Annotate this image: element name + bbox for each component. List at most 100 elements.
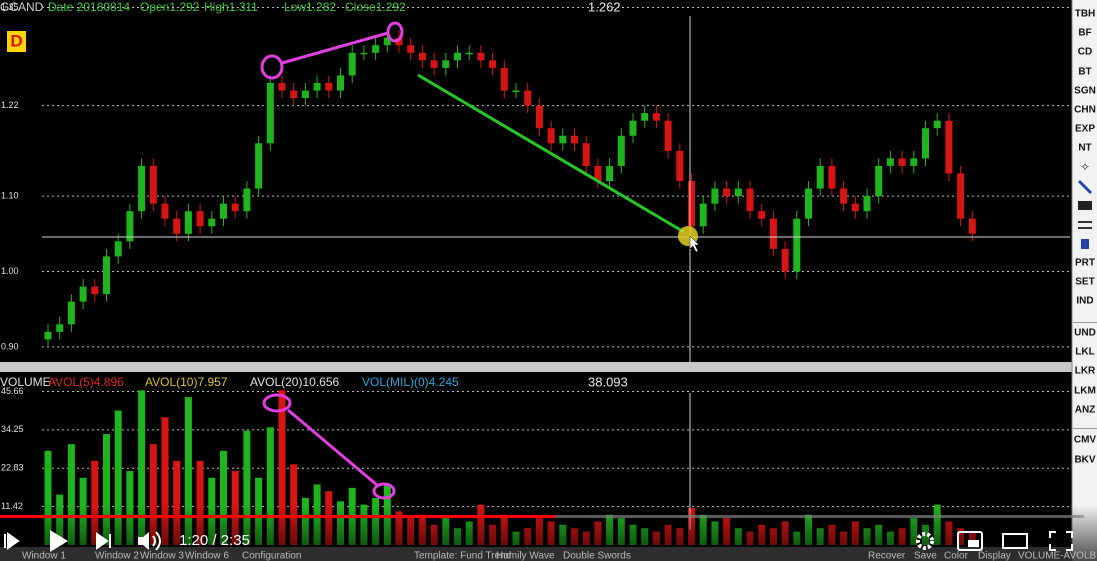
taskbar-item[interactable]: Template: Fund Trend	[414, 551, 511, 561]
taskbar-item[interactable]: Window 2	[95, 551, 139, 561]
annotation-line	[281, 31, 389, 65]
candle-body	[161, 203, 169, 219]
y-tick-label: 1.00	[1, 266, 19, 276]
volume-button[interactable]	[138, 532, 149, 550]
player-controls: 1:20 / 2:35	[4, 530, 1073, 552]
taskbar	[0, 547, 1072, 561]
candle-body	[383, 37, 391, 46]
y-tick-label: 45.66	[1, 386, 24, 396]
icon-binoculars[interactable]	[1078, 201, 1092, 210]
toolbar-button[interactable]: CMV	[1074, 435, 1097, 446]
play-button[interactable]	[50, 530, 68, 552]
toolbar-button[interactable]: EXP	[1075, 124, 1095, 135]
fullscreen-button[interactable]	[1049, 531, 1073, 551]
candle-body	[278, 82, 286, 91]
toolbar-button[interactable]: NT	[1078, 143, 1091, 154]
candle-body	[688, 181, 695, 227]
candle-body	[220, 203, 227, 219]
candle-body	[922, 128, 929, 159]
candle-body	[208, 218, 216, 227]
candle-body	[500, 67, 508, 91]
vol-mil: VOL(MIL)(0)4.245	[362, 375, 459, 389]
taskbar-item[interactable]: Window 3	[140, 551, 184, 561]
progress-played[interactable]	[0, 515, 555, 518]
y-tick-label: 1.10	[1, 190, 19, 200]
icon-lines[interactable]	[1078, 221, 1092, 229]
toolbar-button[interactable]: TBH	[1075, 9, 1096, 20]
volume-bar	[184, 397, 192, 545]
toolbar-button[interactable]: LKM	[1074, 386, 1096, 397]
taskbar-item[interactable]: Recover	[868, 551, 906, 561]
cursor-value: 1.262	[588, 0, 621, 14]
open-value: Open1.292	[140, 0, 200, 14]
symbol: GCAND	[0, 0, 44, 14]
taskbar-item[interactable]: VOLUME-AVOLB	[1018, 551, 1096, 561]
candle-body	[477, 52, 485, 61]
panel-separator	[0, 362, 1072, 372]
toolbar-button[interactable]: BKV	[1074, 455, 1095, 466]
icon-pen[interactable]	[1077, 179, 1093, 195]
settings-button[interactable]	[916, 532, 934, 550]
toolbar-button[interactable]: SET	[1075, 277, 1094, 288]
taskbar-item[interactable]: Display	[978, 551, 1011, 561]
candle-body	[44, 331, 52, 340]
toolbar-bg	[1072, 0, 1097, 561]
candle-body	[196, 211, 204, 227]
taskbar-item[interactable]: Double Swords	[563, 551, 631, 561]
annotations	[42, 16, 1070, 530]
time-display: 1:20 / 2:35	[179, 532, 250, 549]
candle-body	[769, 218, 777, 249]
icon-bottle[interactable]	[1081, 239, 1089, 249]
toolbar-button[interactable]: PRT	[1075, 258, 1095, 269]
candle-body	[430, 60, 438, 68]
candle-body	[91, 286, 99, 295]
taskbar-item[interactable]: Save	[914, 551, 937, 561]
candle-body	[290, 90, 298, 99]
miniplayer-button[interactable]	[957, 531, 983, 551]
annotation-circle	[260, 54, 284, 80]
taskbar-item[interactable]: Color	[944, 551, 969, 561]
date: Date 20180814	[48, 0, 130, 14]
icon-star[interactable]: ✧	[1080, 160, 1090, 174]
toolbar-button[interactable]: UND	[1074, 328, 1096, 339]
theater-button[interactable]	[1002, 533, 1028, 549]
candle-body	[781, 248, 789, 272]
volume-bar	[266, 427, 274, 545]
toolbar-button[interactable]: ANZ	[1075, 405, 1096, 416]
annotation-circle	[262, 393, 292, 413]
toolbar-button[interactable]: LKR	[1075, 366, 1096, 377]
candle-body	[875, 165, 883, 197]
candle-body	[945, 120, 953, 174]
toolbar-button[interactable]: CD	[1078, 47, 1092, 58]
toolbar-button[interactable]: LKL	[1075, 347, 1094, 358]
toolbar-button[interactable]: BT	[1078, 67, 1091, 78]
candle-body	[67, 301, 75, 325]
period-label[interactable]: D	[10, 31, 22, 50]
candle-body	[711, 188, 719, 204]
candle-body	[126, 211, 134, 242]
toolbar-divider	[1073, 322, 1097, 323]
prev-button[interactable]	[4, 532, 20, 550]
toolbar-button[interactable]: BF	[1078, 28, 1091, 39]
taskbar-item[interactable]: Homily Wave	[496, 551, 555, 561]
close-value: Close1.292	[345, 0, 406, 14]
candle-body	[442, 60, 450, 68]
taskbar-item[interactable]: Configuration	[242, 551, 301, 561]
toolbar-button[interactable]: CHN	[1074, 105, 1096, 116]
volume-bar	[173, 460, 181, 545]
mouse-pointer	[689, 235, 700, 253]
low-value: Low1.282	[284, 0, 336, 14]
toolbar-button[interactable]: IND	[1076, 296, 1093, 307]
candle-body	[652, 113, 660, 121]
candle-body	[816, 165, 824, 189]
taskbar-items: Window 1 Window 2 Window 3 Window 6 Configur…	[22, 551, 1096, 561]
candle-body	[968, 218, 976, 234]
toolbar-button[interactable]: SGN	[1074, 86, 1096, 97]
taskbar-item[interactable]: Window 1	[22, 551, 66, 561]
toolbar-divider	[1073, 428, 1097, 429]
next-button[interactable]	[96, 532, 111, 550]
period-badge[interactable]	[7, 31, 26, 52]
volume-bar	[44, 450, 52, 545]
annotation-line	[287, 408, 378, 487]
taskbar-item[interactable]: Window 6	[185, 551, 229, 561]
